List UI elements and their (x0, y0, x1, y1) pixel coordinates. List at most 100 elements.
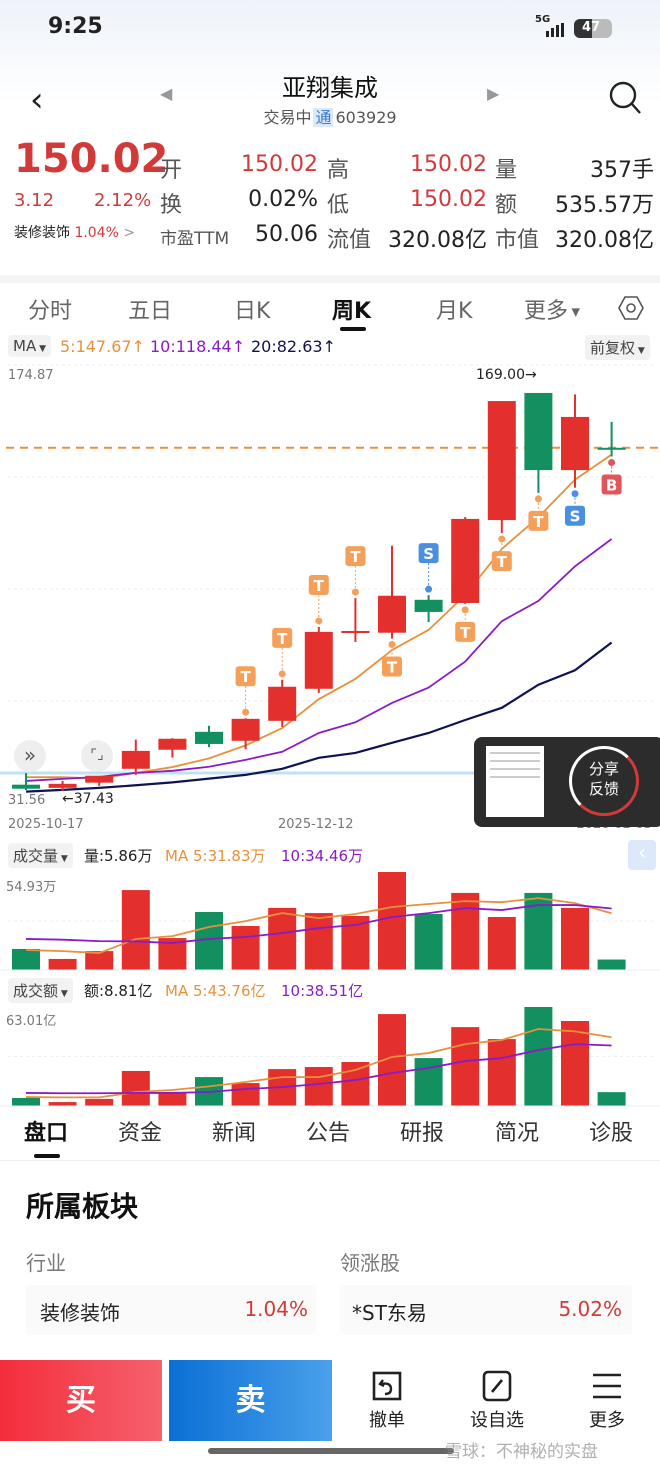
volume-selector[interactable]: 成交量 ▼ (8, 843, 73, 868)
next-stock-icon[interactable]: ▶ (487, 84, 500, 103)
cancel-order-label: 撤单 (369, 1410, 405, 1431)
trade-marker-t (455, 621, 476, 642)
tab-announcements[interactable]: 公告 (306, 1121, 351, 1146)
buy-button[interactable]: 买 (0, 1360, 162, 1441)
candle-body (158, 738, 187, 750)
collapse-panel-icon[interactable]: ‹ (628, 840, 656, 870)
marker-dot (571, 490, 579, 498)
tab-order-book[interactable]: 盘口 (24, 1121, 69, 1146)
candlestick-chart[interactable]: T T T T T S T T T S B (0, 360, 660, 840)
tab-daily-k[interactable]: 日K (234, 299, 271, 324)
trade-marker-label: T (350, 548, 361, 566)
volume-current: 量:5.86万 (84, 847, 153, 865)
fullscreen-icon[interactable]: ⌜⌟ (81, 740, 113, 772)
settings-hexagon-icon[interactable] (618, 295, 644, 325)
candle-body (414, 599, 443, 612)
candle-body (268, 686, 297, 721)
volume-bar (304, 913, 333, 970)
candle (597, 421, 626, 457)
adjust-selector[interactable]: 前复权 ▼ (585, 335, 650, 360)
search-icon[interactable] (608, 80, 642, 120)
open-value: 150.02 (241, 152, 318, 177)
section-title: 所属板块 (26, 1190, 139, 1223)
more-button[interactable]: 更多 (565, 1370, 649, 1432)
active-tab-indicator (340, 327, 366, 331)
volume-bar (561, 907, 589, 970)
battery-level: 47 (582, 20, 601, 35)
tab-monthly-k[interactable]: 月K (436, 299, 473, 324)
trading-status: 交易中 (263, 108, 312, 127)
amount-selector[interactable]: 成交额 ▼ (8, 978, 73, 1003)
sector-link[interactable]: 装修装饰 1.04% > (14, 225, 136, 241)
prev-stock-icon[interactable]: ◀ (160, 84, 173, 103)
trade-marker-b (601, 474, 622, 495)
volume-bar (12, 1097, 40, 1106)
volume-bar (341, 1062, 370, 1106)
trade-marker-label: T (277, 630, 288, 648)
tab-funds[interactable]: 资金 (118, 1121, 163, 1146)
volume-bar (451, 892, 480, 970)
tab-research[interactable]: 研报 (400, 1121, 445, 1146)
tab-five-day[interactable]: 五日 (128, 299, 173, 324)
stock-name: 亚翔集成 (282, 74, 378, 102)
high-annotation: 169.00→ (476, 367, 537, 383)
cancel-order-button[interactable]: 撤单 (345, 1370, 429, 1432)
tab-more[interactable]: 更多 ▼ (524, 299, 580, 324)
amount-current: 额:8.81亿 (84, 982, 153, 1000)
volume-bar (85, 1098, 114, 1106)
volume-bar (231, 925, 260, 970)
leader-pct: 5.02% (558, 1297, 622, 1321)
tab-profile[interactable]: 简况 (495, 1121, 540, 1146)
leader-card[interactable]: *ST东易 5.02% (340, 1285, 632, 1335)
volume-bar (487, 1039, 516, 1106)
share-feedback-button[interactable]: 分享 反馈 (569, 746, 639, 816)
screenshot-thumbnail[interactable] (486, 746, 544, 817)
candle-body (341, 630, 370, 633)
trade-marker-t (528, 510, 549, 531)
ma-selector-label: MA (13, 337, 37, 355)
amount-chart (0, 1007, 660, 1107)
ma-selector[interactable]: MA ▼ (8, 335, 51, 357)
candle (304, 626, 333, 693)
volume-bar (268, 907, 297, 970)
candle-body (195, 731, 223, 744)
volume-bar (12, 948, 40, 970)
price-change-pct: 2.12% (94, 190, 152, 211)
tab-weekly-k[interactable]: 周K (332, 299, 372, 324)
candle (524, 392, 553, 493)
back-icon[interactable]: ‹ (30, 80, 44, 120)
candle-body (304, 631, 333, 689)
volume-bar (158, 1092, 187, 1106)
share-feedback-popup[interactable]: 分享 反馈 (474, 737, 660, 827)
tab-diagnosis[interactable]: 诊股 (589, 1121, 634, 1146)
trade-marker-label: T (533, 513, 544, 531)
trade-marker-label: T (314, 577, 325, 595)
sell-button[interactable]: 卖 (169, 1360, 332, 1441)
candle (48, 780, 77, 791)
ma10-line (25, 538, 613, 782)
trade-marker-label: T (497, 553, 508, 571)
x-tick-label: 2025-12-12 (278, 817, 354, 832)
tab-more-label: 更多 (524, 299, 569, 324)
trade-marker-t (272, 627, 293, 648)
trade-marker-label: T (240, 668, 251, 686)
low-annotation: ←37.43 (62, 791, 114, 807)
header-background (0, 0, 660, 262)
high-value: 150.02 (410, 152, 487, 177)
feedback-label: 反馈 (588, 780, 619, 798)
candle (487, 401, 516, 534)
volume-bar (451, 1027, 480, 1106)
expand-chart-icon[interactable]: » (14, 740, 46, 772)
leader-label: 领涨股 (340, 1251, 400, 1275)
add-watchlist-button[interactable]: 设自选 (455, 1370, 539, 1432)
pe-value: 50.06 (255, 222, 318, 247)
tab-intraday[interactable]: 分时 (28, 299, 73, 324)
industry-card[interactable]: 装修装饰 1.04% (26, 1285, 316, 1335)
trade-marker-s (418, 543, 439, 564)
volume-bar (597, 1092, 626, 1106)
tab-news[interactable]: 新闻 (212, 1121, 257, 1146)
volume-ma5: MA 5:31.83万 (165, 847, 266, 865)
float-cap-value: 320.08亿 (388, 228, 487, 253)
amount-value: 535.57万 (555, 193, 654, 218)
amount-label: 额 (495, 193, 518, 218)
